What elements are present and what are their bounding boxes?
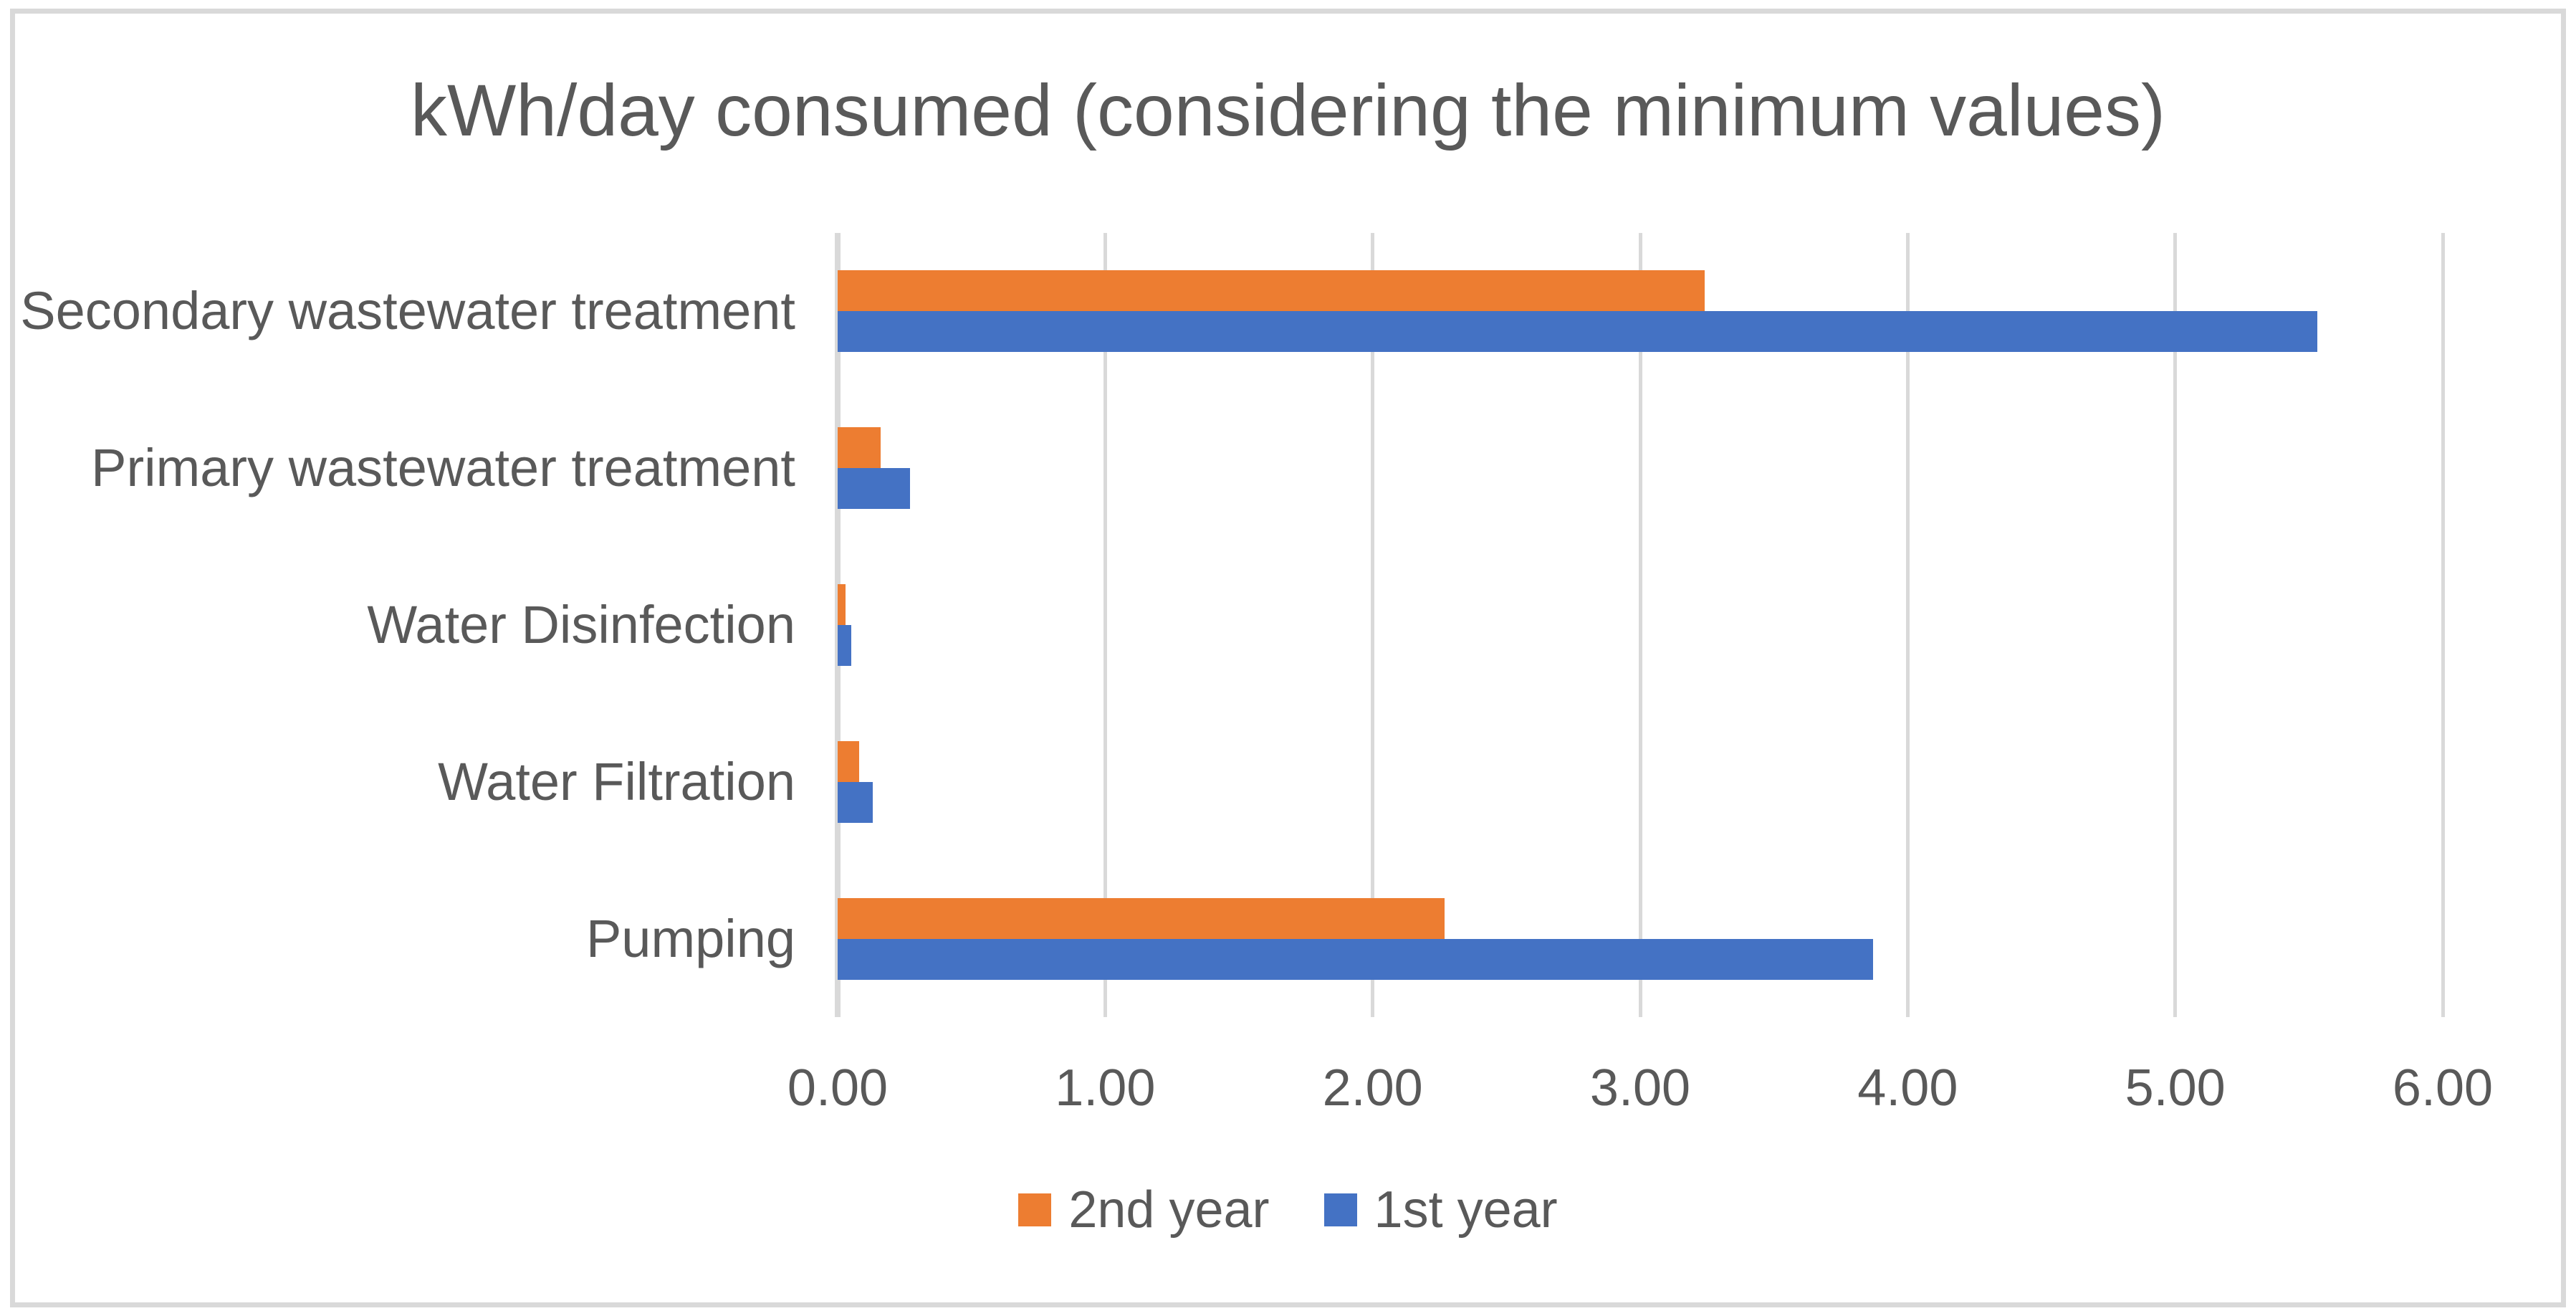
- x-tick-label: 6.00: [2392, 1059, 2494, 1117]
- category-label: Pumping: [585, 908, 795, 968]
- x-tick-label: 4.00: [1857, 1059, 1958, 1117]
- legend-swatch-icon: [1323, 1193, 1357, 1226]
- legend-swatch-icon: [1018, 1193, 1052, 1226]
- category-label: Secondary wastewater treatment: [20, 281, 795, 341]
- bar-1st-year: [838, 468, 910, 510]
- bar-1st-year: [838, 938, 1873, 980]
- bar-1st-year: [838, 781, 873, 823]
- bar-2nd-year: [838, 740, 859, 782]
- x-axis-ticks: 0.00 1.00 2.00 3.00 4.00 5.00 6.00: [0, 1059, 2576, 1124]
- bar-1st-year: [838, 311, 2317, 353]
- x-gridline: [2173, 233, 2178, 1017]
- x-tick-label: 1.00: [1055, 1059, 1156, 1117]
- chart-frame: [10, 9, 2566, 1307]
- bar-2nd-year: [838, 584, 846, 625]
- x-tick-label: 5.00: [2125, 1059, 2226, 1117]
- bar-2nd-year: [838, 897, 1445, 939]
- category-label: Water Disinfection: [367, 595, 795, 654]
- x-gridline: [2441, 233, 2445, 1017]
- plot-area: [835, 233, 2445, 1017]
- bar-1st-year: [838, 625, 851, 666]
- bar-2nd-year: [838, 427, 881, 469]
- category-labels: Secondary wastewater treatment Primary wa…: [0, 233, 795, 1017]
- legend-item: 1st year: [1323, 1181, 1558, 1239]
- category-label: Primary wastewater treatment: [91, 438, 795, 498]
- bar-2nd-year: [838, 270, 1705, 312]
- x-gridline: [1103, 233, 1107, 1017]
- x-gridline: [1638, 233, 1642, 1017]
- category-label: Water Filtration: [438, 751, 795, 811]
- x-gridline: [1371, 233, 1375, 1017]
- chart-title: kWh/day consumed (considering the minimu…: [411, 70, 2165, 151]
- legend: 2nd year 1st year: [0, 1181, 2576, 1239]
- legend-item: 2nd year: [1018, 1181, 1270, 1239]
- x-tick-label: 0.00: [787, 1059, 889, 1117]
- legend-label: 1st year: [1374, 1181, 1558, 1239]
- x-tick-label: 2.00: [1322, 1059, 1423, 1117]
- legend-label: 2nd year: [1068, 1181, 1270, 1239]
- x-gridline: [1905, 233, 1910, 1017]
- x-tick-label: 3.00: [1589, 1059, 1691, 1117]
